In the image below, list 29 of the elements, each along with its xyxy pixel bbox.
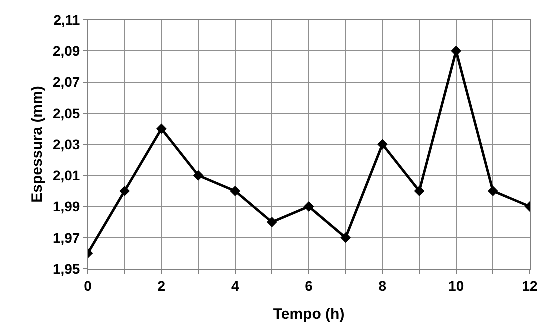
point <box>414 186 425 196</box>
y-tick-label: 1,99 <box>52 198 80 215</box>
point <box>156 124 167 134</box>
x-tick-label: 8 <box>378 278 387 294</box>
point <box>266 217 278 228</box>
x-tick-label: 0 <box>84 278 92 294</box>
x-tick-label: 12 <box>522 278 538 294</box>
x-tick-label: 10 <box>448 278 464 294</box>
y-tick-label: 2,09 <box>52 43 80 60</box>
y-tick-label: 2,03 <box>52 136 80 152</box>
point <box>377 139 388 150</box>
y-tick-label: 2,05 <box>52 105 80 122</box>
y-tick-label: 2,01 <box>52 168 80 184</box>
x-tick-label: 4 <box>231 278 240 294</box>
x-axis-title: Tempo (h) <box>273 306 345 323</box>
point <box>304 202 314 212</box>
point <box>340 232 352 244</box>
y-tick-label: 2,11 <box>54 12 80 28</box>
y-tick-label: 1,95 <box>52 260 80 277</box>
point <box>193 170 204 181</box>
x-tick-label: 2 <box>158 278 166 294</box>
y-tick-label: 1,97 <box>52 230 80 246</box>
point <box>451 46 462 56</box>
y-tick-label: 2,07 <box>52 74 80 90</box>
point <box>120 186 130 196</box>
point <box>230 186 241 196</box>
point <box>488 186 498 196</box>
y-axis-title: Espessura (mm) <box>29 86 46 203</box>
x-tick-label: 6 <box>305 278 314 294</box>
